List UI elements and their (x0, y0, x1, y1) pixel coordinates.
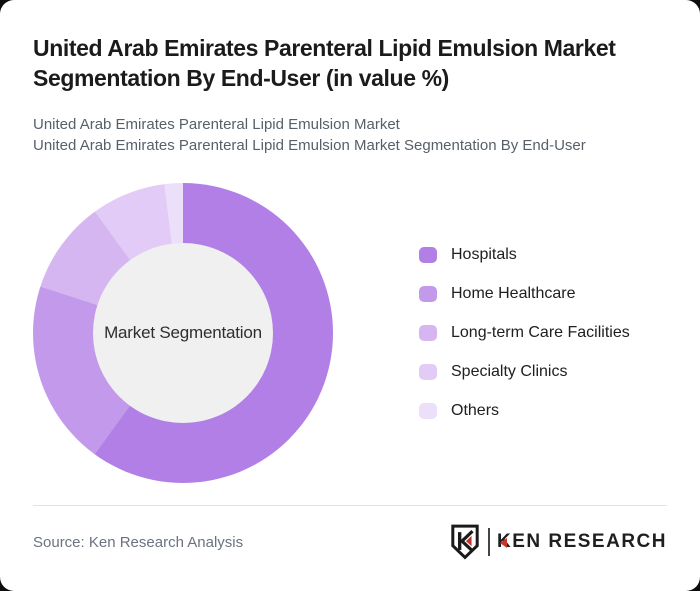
donut-center-label: Market Segmentation (104, 323, 262, 342)
subtitle-line-2: United Arab Emirates Parenteral Lipid Em… (33, 137, 586, 154)
shield-red-triangle-icon (465, 535, 472, 547)
legend-label-long-term-care-facilities: Long-term Care Facilities (451, 324, 630, 341)
footer: Source: Ken Research Analysis K EN RESEA… (33, 524, 667, 560)
logo-divider-bar (487, 528, 490, 556)
legend-item-home-healthcare: Home Healthcare (419, 285, 630, 303)
red-triangle-icon (500, 538, 508, 548)
ken-research-logo: K EN RESEARCH (450, 524, 667, 560)
logo-text-rest: EN RESEARCH (512, 531, 667, 552)
donut-chart: Market Segmentation (33, 183, 333, 483)
subtitle-block: United Arab Emirates Parenteral Lipid Em… (33, 114, 667, 156)
legend-swatch-home-healthcare (419, 286, 437, 302)
legend-item-specialty-clinics: Specialty Clinics (419, 363, 630, 381)
chart-area: Market Segmentation Hospitals Home Healt… (33, 183, 667, 483)
shield-k-icon (451, 524, 479, 560)
legend-label-others: Others (451, 402, 500, 419)
legend-swatch-hospitals (419, 247, 437, 263)
page-title: United Arab Emirates Parenteral Lipid Em… (33, 35, 616, 91)
footer-divider (33, 505, 667, 506)
legend: Hospitals Home Healthcare Long-term Care… (419, 246, 630, 420)
logo-wordmark: K EN RESEARCH (497, 531, 667, 553)
legend-item-others: Others (419, 402, 630, 420)
legend-swatch-others (419, 403, 437, 419)
donut-center: Market Segmentation (93, 243, 273, 423)
legend-item-long-term-care-facilities: Long-term Care Facilities (419, 324, 630, 342)
legend-label-hospitals: Hospitals (451, 246, 517, 263)
legend-swatch-long-term-care-facilities (419, 325, 437, 341)
subtitle-line-1: United Arab Emirates Parenteral Lipid Em… (33, 116, 400, 133)
source-text: Source: Ken Research Analysis (33, 533, 244, 551)
legend-swatch-specialty-clinics (419, 364, 437, 380)
legend-label-home-healthcare: Home Healthcare (451, 285, 576, 302)
legend-item-hospitals: Hospitals (419, 246, 630, 264)
legend-label-specialty-clinics: Specialty Clinics (451, 363, 568, 380)
